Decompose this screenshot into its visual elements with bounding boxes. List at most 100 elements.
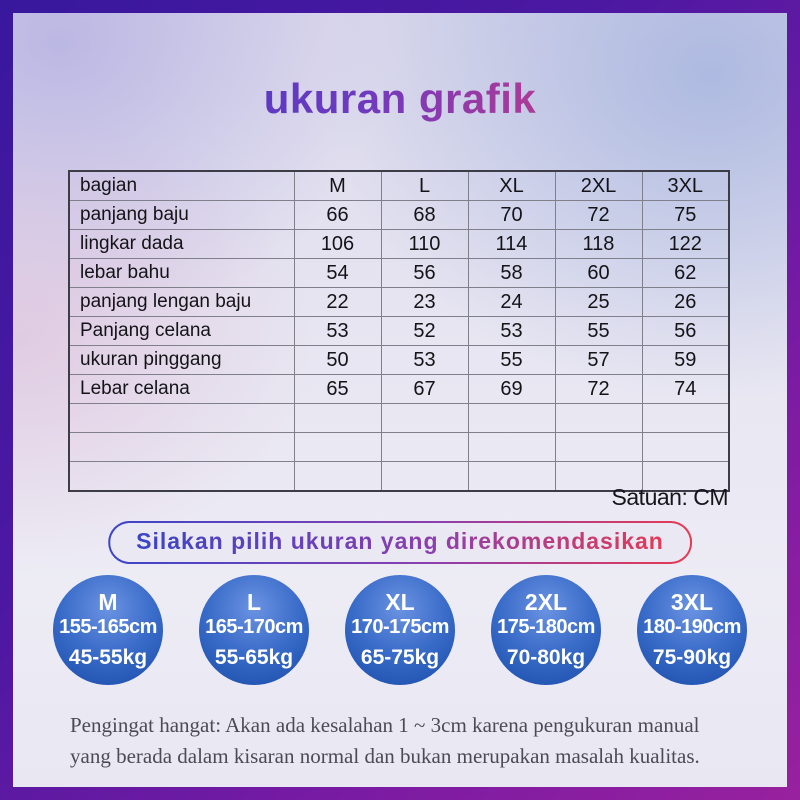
size-circles-row: M 155-165cm 45-55kg L 165-170cm 55-65kg XL 170-… [13,575,787,685]
recommendation-banner-text: Silakan pilih ukuran yang direkomendasik… [136,528,664,554]
circle-weight-range: 70-80kg [506,646,586,669]
circle-size-label: XL [385,589,415,615]
empty-cell [293,461,382,492]
circle-weight-range: 55-65kg [214,646,294,669]
footer-line-1: Pengingat hangat: Akan ada kesalahan 1 ~… [70,713,700,737]
size-table-body: bagian M L XL 2XL 3XL panjang baju 66 68 70 72 75 li… [68,170,730,492]
row-label: panjang baju [68,200,295,230]
empty-cell [641,461,730,492]
empty-cell [380,432,469,462]
size-circle-3xl: 3XL 180-190cm 75-90kg [637,575,747,685]
cell-value: 59 [641,345,730,375]
circle-height-range: 170-175cm [351,616,449,638]
row-label: Lebar celana [68,374,295,404]
empty-row [68,461,730,492]
empty-cell [68,432,295,462]
row-label: lingkar dada [68,229,295,259]
cell-value: 52 [380,316,469,346]
cell-value: 23 [380,287,469,317]
empty-cell [554,461,643,492]
footer-line-2: yang berada dalam kisaran normal dan buk… [70,744,700,768]
cell-value: 114 [467,229,556,259]
recommendation-banner: Silakan pilih ukuran yang direkomendasik… [108,521,692,564]
header-size-2XL: 2XL [554,170,643,201]
cell-value: 22 [293,287,382,317]
table-row: panjang lengan baju 22 23 24 25 26 [68,287,730,317]
footer-note: Pengingat hangat: Akan ada kesalahan 1 ~… [70,710,760,772]
empty-cell [68,403,295,433]
circle-weight-range: 45-55kg [68,646,148,669]
row-label: panjang lengan baju [68,287,295,317]
size-circle-xl: XL 170-175cm 65-75kg [345,575,455,685]
cell-value: 68 [380,200,469,230]
table-row: lingkar dada 106 110 114 118 122 [68,229,730,259]
cell-value: 54 [293,258,382,288]
header-size-L: L [380,170,469,201]
circle-height-range: 180-190cm [643,616,741,638]
cell-value: 26 [641,287,730,317]
table-row: ukuran pinggang 50 53 55 57 59 [68,345,730,375]
circle-size-label: 3XL [670,589,714,615]
size-circle-2xl: 2XL 175-180cm 70-80kg [491,575,601,685]
empty-cell [380,461,469,492]
table-row: panjang baju 66 68 70 72 75 [68,200,730,230]
empty-cell [554,432,643,462]
circle-height-range: 155-165cm [59,616,157,638]
empty-cell [641,403,730,433]
empty-cell [293,403,382,433]
header-size-M: M [293,170,382,201]
header-size-3XL: 3XL [641,170,730,201]
empty-cell [641,432,730,462]
table-row: lebar bahu 54 56 58 60 62 [68,258,730,288]
cell-value: 53 [380,345,469,375]
empty-cell [293,432,382,462]
table-row: Panjang celana 53 52 53 55 56 [68,316,730,346]
circle-height-range: 165-170cm [205,616,303,638]
circle-size-label: 2XL [524,589,568,615]
cell-value: 72 [554,200,643,230]
cell-value: 70 [467,200,556,230]
circle-height-range: 175-180cm [497,616,595,638]
circle-weight-range: 65-75kg [360,646,440,669]
cell-value: 110 [380,229,469,259]
empty-cell [554,403,643,433]
cell-value: 67 [380,374,469,404]
size-circle-l: L 165-170cm 55-65kg [199,575,309,685]
cell-value: 65 [293,374,382,404]
empty-row [68,403,730,433]
size-circle-m: M 155-165cm 45-55kg [53,575,163,685]
table-header-row: bagian M L XL 2XL 3XL [68,170,730,201]
empty-cell [467,432,556,462]
empty-cell [380,403,469,433]
cell-value: 58 [467,258,556,288]
cell-value: 53 [293,316,382,346]
row-label: lebar bahu [68,258,295,288]
empty-cell [467,403,556,433]
header-bagian: bagian [68,170,295,201]
cell-value: 75 [641,200,730,230]
cell-value: 60 [554,258,643,288]
cell-value: 50 [293,345,382,375]
circle-weight-range: 75-90kg [652,646,732,669]
empty-row [68,432,730,462]
cell-value: 25 [554,287,643,317]
empty-cell [68,461,295,492]
unit-note: Satuan: CM [611,484,729,510]
circle-size-label: M [98,589,118,615]
cell-value: 66 [293,200,382,230]
cell-value: 69 [467,374,556,404]
row-label: Panjang celana [68,316,295,346]
cell-value: 56 [641,316,730,346]
circle-size-label: L [246,589,262,615]
cell-value: 57 [554,345,643,375]
table-row: Lebar celana 65 67 69 72 74 [68,374,730,404]
cell-value: 72 [554,374,643,404]
cell-value: 55 [467,345,556,375]
cell-value: 56 [380,258,469,288]
cell-value: 106 [293,229,382,259]
cell-value: 74 [641,374,730,404]
size-table: bagian M L XL 2XL 3XL panjang baju 66 68 70 72 75 li… [68,170,730,492]
size-chart-panel: ukuran grafik bagian M L XL 2XL 3XL panjang ba… [13,13,787,787]
header-size-XL: XL [467,170,556,201]
cell-value: 118 [554,229,643,259]
